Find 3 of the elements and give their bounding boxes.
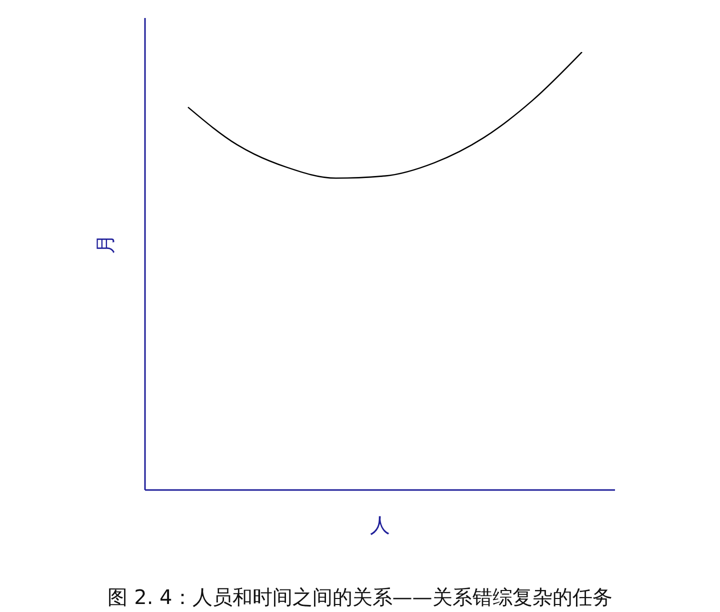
x-axis-title: 人 bbox=[370, 513, 390, 537]
y-axis-title: 月 bbox=[93, 234, 118, 254]
text: 图 2. 4：人员和时间之间的关系——关系错综复杂的任务 bbox=[106, 584, 614, 611]
